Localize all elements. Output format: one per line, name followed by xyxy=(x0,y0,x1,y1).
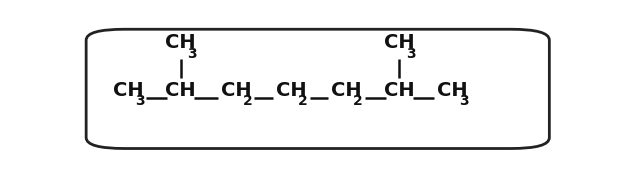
Text: 2: 2 xyxy=(298,94,308,108)
Text: CH: CH xyxy=(384,81,415,100)
Text: 2: 2 xyxy=(353,94,363,108)
Text: 3: 3 xyxy=(459,94,469,108)
Text: CH: CH xyxy=(166,33,196,52)
Text: CH: CH xyxy=(166,81,196,100)
FancyBboxPatch shape xyxy=(86,29,549,149)
Text: 2: 2 xyxy=(242,94,252,108)
Text: CH: CH xyxy=(276,81,307,100)
Text: 3: 3 xyxy=(187,47,197,61)
Text: CH: CH xyxy=(221,81,251,100)
Text: CH: CH xyxy=(384,33,415,52)
Text: 3: 3 xyxy=(406,47,416,61)
Text: 3: 3 xyxy=(135,94,144,108)
Text: CH: CH xyxy=(113,81,143,100)
Text: CH: CH xyxy=(331,81,362,100)
Text: CH: CH xyxy=(437,81,467,100)
